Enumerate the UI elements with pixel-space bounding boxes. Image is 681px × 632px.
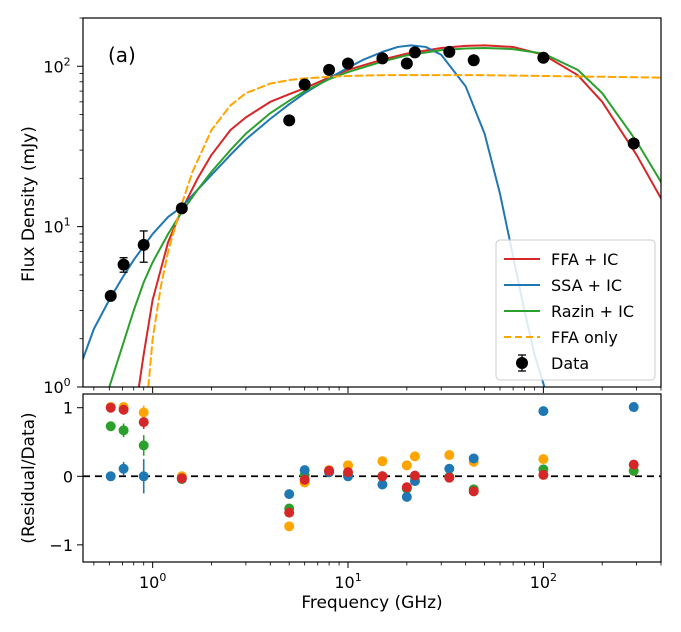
residual-point	[538, 469, 549, 480]
y-tick-label-bottom: 0	[63, 467, 73, 486]
x-tick-label: 101	[334, 571, 361, 592]
residual-point	[628, 402, 639, 413]
legend: FFA + IC SSA + IC Razin + IC FFA only Data	[495, 239, 656, 381]
data-points	[104, 45, 640, 302]
residual-point	[299, 465, 310, 476]
residual-point	[284, 507, 295, 518]
y-tick-label-bottom: 1	[63, 399, 73, 418]
data-point	[537, 51, 550, 64]
legend-item: FFA + IC	[504, 250, 618, 269]
residual-point	[118, 425, 129, 436]
x-tick-label: 100	[139, 571, 166, 592]
residual-point	[138, 417, 149, 428]
residual-panel: 100 101 102 −1 0 1 (Residual/Data) Frequency …	[19, 393, 662, 613]
y-axis-label-bottom: (Residual/Data)	[19, 412, 39, 543]
residual-point	[538, 454, 549, 465]
residual-point	[105, 471, 116, 482]
data-point	[117, 258, 130, 271]
flux-density-panel: 100 101 102 (a) Flux Density (mJy) FFA + I…	[19, 17, 662, 397]
residual-point	[118, 463, 129, 474]
y-tick-label-top: 100	[43, 376, 70, 397]
legend-item: SSA + IC	[504, 276, 622, 295]
data-point	[408, 46, 421, 59]
data-point	[283, 114, 296, 127]
legend-label: FFA only	[551, 328, 618, 347]
residual-point	[138, 407, 149, 418]
legend-item: Razin + IC	[504, 302, 634, 321]
residual-point	[105, 402, 116, 413]
residual-point	[401, 482, 412, 493]
data-point	[443, 45, 456, 58]
residual-point	[444, 463, 455, 474]
residual-point	[343, 467, 354, 478]
residual-point	[468, 453, 479, 464]
residual-point	[377, 471, 388, 482]
legend-item: Data	[516, 354, 589, 373]
curve-ffa-only	[147, 74, 661, 387]
residual-point	[343, 460, 354, 471]
residual-point	[409, 451, 420, 462]
data-point	[467, 54, 480, 67]
residual-point	[538, 406, 549, 417]
residual-point	[409, 470, 420, 481]
data-point	[104, 289, 117, 302]
residual-point	[176, 473, 187, 484]
data-point	[298, 78, 311, 91]
bottom-plot-frame	[82, 393, 662, 563]
data-point	[323, 63, 336, 76]
legend-label: Razin + IC	[551, 302, 634, 321]
data-point	[400, 57, 413, 70]
x-tick-label: 102	[530, 571, 557, 592]
residual-point	[299, 474, 310, 485]
residual-point	[105, 421, 116, 432]
legend-label: SSA + IC	[551, 276, 622, 295]
legend-label: FFA + IC	[551, 250, 618, 269]
residual-point	[118, 404, 129, 415]
bottom-plot-area	[83, 394, 661, 562]
residual-point	[284, 521, 295, 532]
residual-point	[401, 491, 412, 502]
data-point	[175, 202, 188, 215]
legend-label: Data	[551, 354, 589, 373]
residual-point	[444, 472, 455, 483]
y-axis-label-top: Flux Density (mJy)	[19, 126, 39, 282]
legend-marker-data	[516, 357, 528, 369]
residual-point	[138, 440, 149, 451]
residual-point	[138, 471, 149, 482]
x-axis-label: Frequency (GHz)	[301, 593, 442, 613]
residual-point	[377, 479, 388, 490]
residual-point	[284, 489, 295, 500]
curve-razin-ic	[108, 47, 661, 387]
legend-box	[495, 239, 656, 381]
residual-points	[105, 402, 639, 532]
residual-point	[377, 456, 388, 467]
data-point	[137, 238, 150, 251]
data-point	[376, 52, 389, 65]
y-tick-label-top: 102	[43, 55, 70, 76]
residual-point	[401, 460, 412, 471]
legend-item: FFA only	[504, 328, 618, 347]
y-tick-label-top: 101	[43, 216, 70, 237]
y-tick-label-bottom: −1	[49, 536, 73, 555]
residual-point	[628, 459, 639, 470]
residual-point	[444, 450, 455, 461]
data-point	[342, 57, 355, 70]
residual-point	[324, 465, 335, 476]
panel-label: (a)	[108, 43, 136, 67]
residual-point	[468, 486, 479, 497]
top-plot-frame	[82, 17, 662, 388]
data-point	[627, 137, 640, 150]
